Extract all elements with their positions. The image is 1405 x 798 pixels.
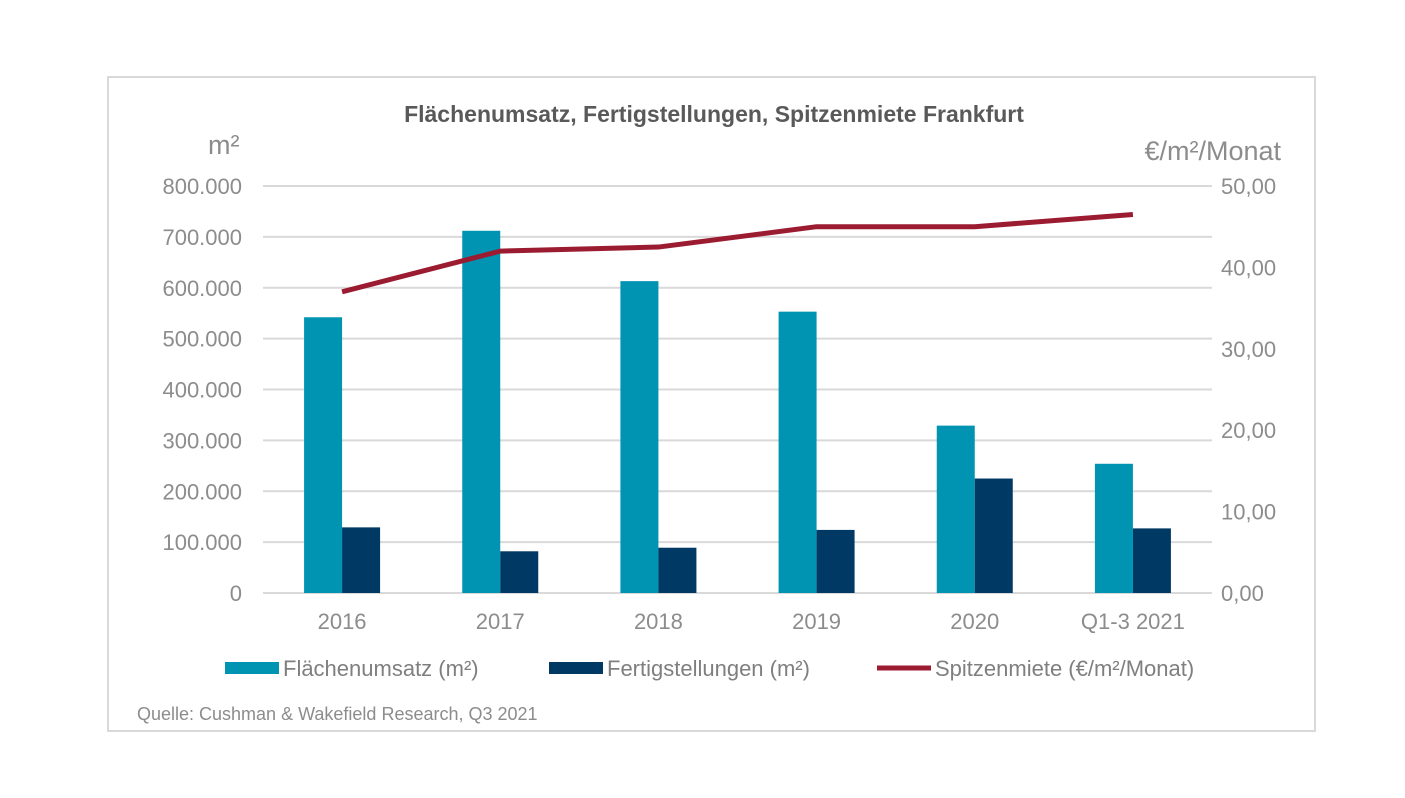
rent-line xyxy=(341,211,1134,295)
bar-fertigstellungen xyxy=(658,547,697,593)
legend: Flächenumsatz (m²) Fertigstellungen (m²) S… xyxy=(225,656,1194,681)
x-tick-label: 2016 xyxy=(318,609,367,634)
bar-fertigstellungen xyxy=(816,529,855,593)
left-tick-label: 200.000 xyxy=(162,479,242,504)
left-axis-unit: m² xyxy=(208,130,239,160)
x-tick-label: 2018 xyxy=(634,609,683,634)
left-tick-label: 700.000 xyxy=(162,225,242,250)
right-axis-ticks: 0,00 10,00 20,00 30,00 40,00 50,00 xyxy=(1221,174,1276,606)
x-tick-label: 2019 xyxy=(792,609,841,634)
left-tick-label: 600.000 xyxy=(162,276,242,301)
x-axis-ticks: 2016 2017 2018 2019 2020 Q1-3 2021 xyxy=(318,609,1185,634)
left-tick-label: 400.000 xyxy=(162,378,242,403)
bar-fertigstellungen xyxy=(342,527,381,593)
legend-label: Fertigstellungen (m²) xyxy=(607,656,810,681)
bar-fertigstellungen xyxy=(974,478,1013,593)
legend-swatch xyxy=(225,662,279,674)
chart-svg: Flächenumsatz, Fertigstellungen, Spitzen… xyxy=(137,101,1281,724)
bar-fertigstellungen xyxy=(500,551,539,593)
left-tick-label: 100.000 xyxy=(162,530,242,555)
bar-fertigstellungen xyxy=(1132,528,1171,593)
right-tick-label: 50,00 xyxy=(1221,174,1276,199)
right-tick-label: 0,00 xyxy=(1221,581,1264,606)
gridlines xyxy=(263,185,1212,594)
right-tick-label: 30,00 xyxy=(1221,337,1276,362)
bar-flaechenumsatz xyxy=(936,425,975,593)
right-tick-label: 40,00 xyxy=(1221,255,1276,280)
right-axis-unit: €/m²/Monat xyxy=(1144,136,1281,166)
bar-flaechenumsatz xyxy=(462,230,501,593)
source-note: Quelle: Cushman & Wakefield Research, Q3… xyxy=(137,704,538,724)
bars xyxy=(304,230,1171,593)
legend-label: Spitzenmiete (€/m²/Monat) xyxy=(935,656,1194,681)
line-spitzenmiete xyxy=(341,211,1134,295)
left-axis-ticks: 0 100.000 200.000 300.000 400.000 500.000 600.… xyxy=(162,174,242,606)
left-tick-label: 800.000 xyxy=(162,174,242,199)
bar-flaechenumsatz xyxy=(1094,463,1133,593)
bar-flaechenumsatz xyxy=(778,311,817,593)
legend-label: Flächenumsatz (m²) xyxy=(283,656,479,681)
left-tick-label: 0 xyxy=(230,581,242,606)
left-tick-label: 500.000 xyxy=(162,327,242,352)
x-tick-label: 2020 xyxy=(950,609,999,634)
chart-title: Flächenumsatz, Fertigstellungen, Spitzen… xyxy=(404,101,1024,127)
right-tick-label: 20,00 xyxy=(1221,418,1276,443)
left-tick-label: 300.000 xyxy=(162,428,242,453)
right-tick-label: 10,00 xyxy=(1221,500,1276,525)
legend-swatch xyxy=(549,662,603,674)
x-tick-label: 2017 xyxy=(476,609,525,634)
chart-frame: Flächenumsatz, Fertigstellungen, Spitzen… xyxy=(107,76,1316,732)
bar-flaechenumsatz xyxy=(304,317,343,593)
x-tick-label: Q1-3 2021 xyxy=(1081,609,1185,634)
bar-flaechenumsatz xyxy=(620,281,659,593)
